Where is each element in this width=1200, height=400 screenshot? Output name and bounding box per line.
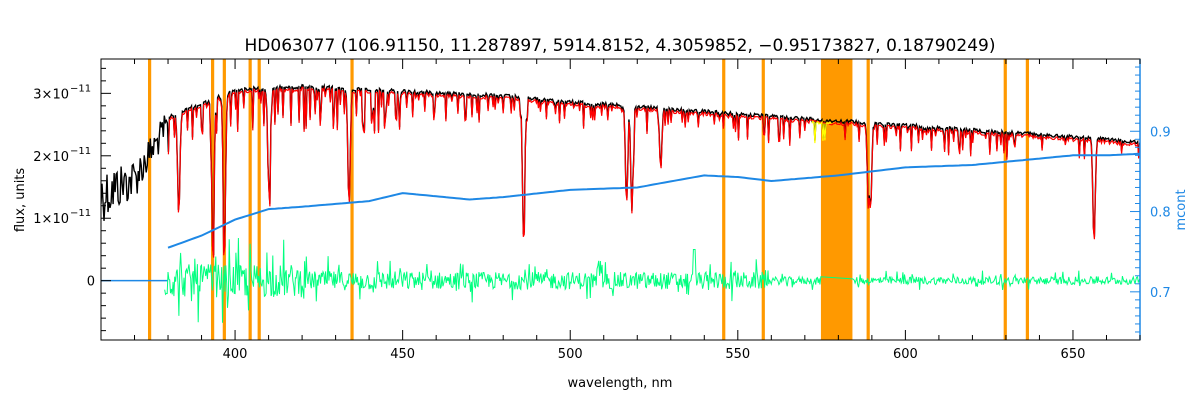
mask-layer — [147, 59, 1029, 340]
masked-line-0 — [147, 59, 152, 340]
x-tick-label: 500 — [558, 347, 583, 362]
continuum-line — [167, 152, 1140, 249]
masked-band — [820, 59, 853, 340]
y-tick-label-mantissa: 1×10 — [33, 212, 69, 227]
x-axis-label: wavelength, nm — [568, 376, 673, 391]
x-tick-label: 650 — [1061, 347, 1086, 362]
x-axis-ticks: 400 450 500 550 600 650 — [100, 59, 1141, 362]
model-line — [167, 85, 1140, 258]
masked-line-3 — [248, 59, 252, 340]
residual-line — [164, 237, 1140, 323]
observed-line — [101, 82, 1140, 256]
observed-spectrum — [101, 82, 1140, 256]
y-tick-label-exponent: −11 — [70, 83, 91, 94]
right-axis-label: mcont — [1174, 189, 1189, 230]
x-tick-label: 600 — [893, 347, 918, 362]
x-tick-label: 550 — [725, 347, 750, 362]
masked-line-4 — [257, 59, 261, 340]
chart-title: HD063077 (106.91150, 11.287897, 5914.815… — [245, 36, 996, 56]
masked-line-2 — [222, 59, 226, 340]
y-axis-label: flux, units — [13, 168, 28, 233]
right-tick-label: 0.9 — [1150, 125, 1171, 140]
masked-line-5 — [350, 59, 354, 340]
continuum-curve — [167, 152, 1140, 249]
right-tick-label: 0.7 — [1150, 286, 1171, 301]
masked-line-7 — [761, 59, 765, 340]
plot-frame — [100, 58, 1141, 341]
x-tick-label: 450 — [390, 347, 415, 362]
residuals — [101, 237, 1140, 323]
y-tick-label: 0 — [87, 275, 95, 290]
masked-line-6 — [722, 59, 726, 340]
masked-model-segment — [811, 120, 832, 144]
y-tick-label-exponent: −11 — [70, 146, 91, 157]
right-tick-label: 0.8 — [1150, 206, 1171, 221]
x-tick-label: 400 — [223, 347, 248, 362]
right-axis-ticks: 0.7 0.8 0.9 — [1130, 66, 1171, 333]
y-axis-ticks: 01×10 −112×10 −113×10 −11 — [33, 67, 111, 332]
model-spectrum — [167, 85, 1140, 258]
y-tick-label-mantissa: 2×10 — [33, 150, 69, 165]
masked-line-10 — [1025, 59, 1029, 340]
y-tick-label-mantissa: 3×10 — [33, 87, 69, 102]
masked-model-line — [811, 120, 832, 144]
plot-area — [101, 59, 1140, 340]
y-tick-label-exponent: −11 — [70, 208, 91, 219]
masked-line-9 — [1003, 59, 1007, 340]
